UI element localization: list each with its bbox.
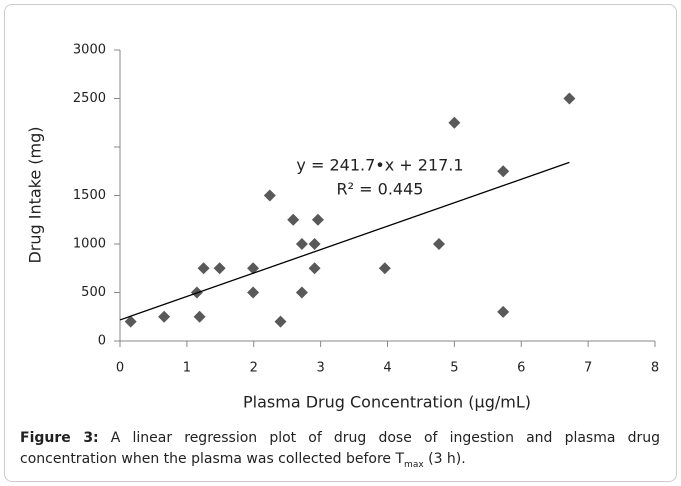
point [497, 165, 510, 178]
x-tick-label: 4 [383, 361, 391, 376]
y-tick-label: 500 [81, 285, 106, 300]
point [197, 262, 210, 275]
chart: Drug Intake (mg) Plasma Drug Concentrati… [26, 43, 660, 412]
y-tick-label: 1500 [73, 188, 106, 203]
point [263, 189, 276, 202]
point [295, 286, 308, 299]
caption-text: A linear regression plot of drug dose of… [20, 430, 660, 467]
figure-frame [4, 4, 677, 482]
point [295, 238, 308, 250]
y-tick-label: 0 [98, 334, 106, 349]
y-tick-label: 3000 [73, 43, 106, 58]
point [311, 213, 324, 226]
x-tick-label: 5 [450, 361, 458, 376]
point [158, 310, 171, 323]
point [247, 262, 260, 275]
x-tick-label: 7 [584, 361, 592, 376]
point [432, 238, 445, 250]
caption-tail: (3 h). [423, 451, 466, 467]
x-tick-label: 6 [517, 361, 525, 376]
y-tick-label: 2500 [73, 91, 106, 106]
x-axis-title: Plasma Drug Concentration (μg/mL) [243, 393, 531, 412]
point [287, 213, 300, 226]
x-tick-label: 1 [183, 361, 191, 376]
caption: Figure 3: A linear regression plot of dr… [20, 428, 660, 476]
x-tick-label: 0 [116, 361, 124, 376]
point [193, 310, 206, 323]
point [308, 262, 321, 275]
point [124, 315, 137, 328]
point [448, 116, 461, 129]
point [378, 262, 391, 275]
equation: y = 241.7•x + 217.1 [296, 156, 463, 175]
trendline [119, 161, 570, 321]
point [308, 238, 321, 250]
point [274, 315, 287, 328]
y-axis-title: Drug Intake (mg) [26, 126, 45, 263]
point [497, 305, 510, 318]
point [563, 92, 576, 105]
x-tick-label: 2 [250, 361, 258, 376]
caption-sub: max [404, 459, 424, 470]
point [247, 286, 260, 299]
x-tick-label: 3 [316, 361, 324, 376]
x-tick-label: 8 [651, 361, 659, 376]
y-tick-label: 1000 [73, 237, 106, 252]
caption-label: Figure 3: [20, 430, 99, 446]
r-squared: R² = 0.445 [337, 180, 424, 199]
point [213, 262, 226, 275]
